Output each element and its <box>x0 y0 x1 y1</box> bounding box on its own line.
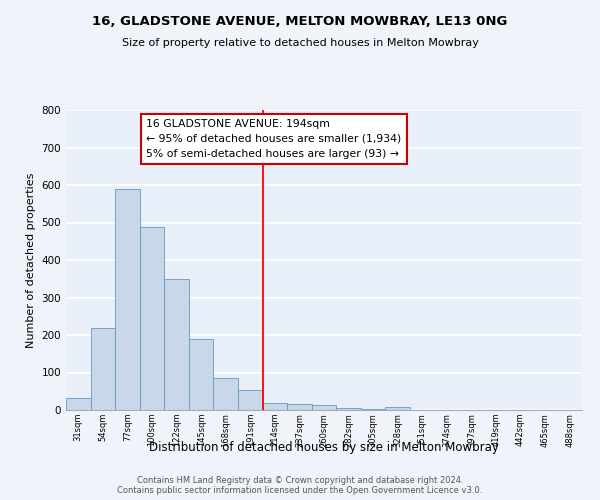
Text: Distribution of detached houses by size in Melton Mowbray: Distribution of detached houses by size … <box>149 441 499 454</box>
Bar <box>189 339 214 410</box>
Bar <box>140 227 164 410</box>
Bar <box>312 405 336 410</box>
Bar <box>361 409 385 410</box>
Text: Contains HM Land Registry data © Crown copyright and database right 2024.
Contai: Contains HM Land Registry data © Crown c… <box>118 476 482 495</box>
Bar <box>115 188 140 410</box>
Bar <box>91 328 115 410</box>
Bar <box>287 404 312 410</box>
Bar <box>214 378 238 410</box>
Bar <box>164 279 189 410</box>
Bar <box>263 402 287 410</box>
Bar <box>238 390 263 410</box>
Bar <box>336 408 361 410</box>
Bar <box>66 398 91 410</box>
Y-axis label: Number of detached properties: Number of detached properties <box>26 172 36 348</box>
Bar <box>385 406 410 410</box>
Text: 16, GLADSTONE AVENUE, MELTON MOWBRAY, LE13 0NG: 16, GLADSTONE AVENUE, MELTON MOWBRAY, LE… <box>92 15 508 28</box>
Text: 16 GLADSTONE AVENUE: 194sqm
← 95% of detached houses are smaller (1,934)
5% of s: 16 GLADSTONE AVENUE: 194sqm ← 95% of det… <box>146 119 401 158</box>
Text: Size of property relative to detached houses in Melton Mowbray: Size of property relative to detached ho… <box>122 38 478 48</box>
